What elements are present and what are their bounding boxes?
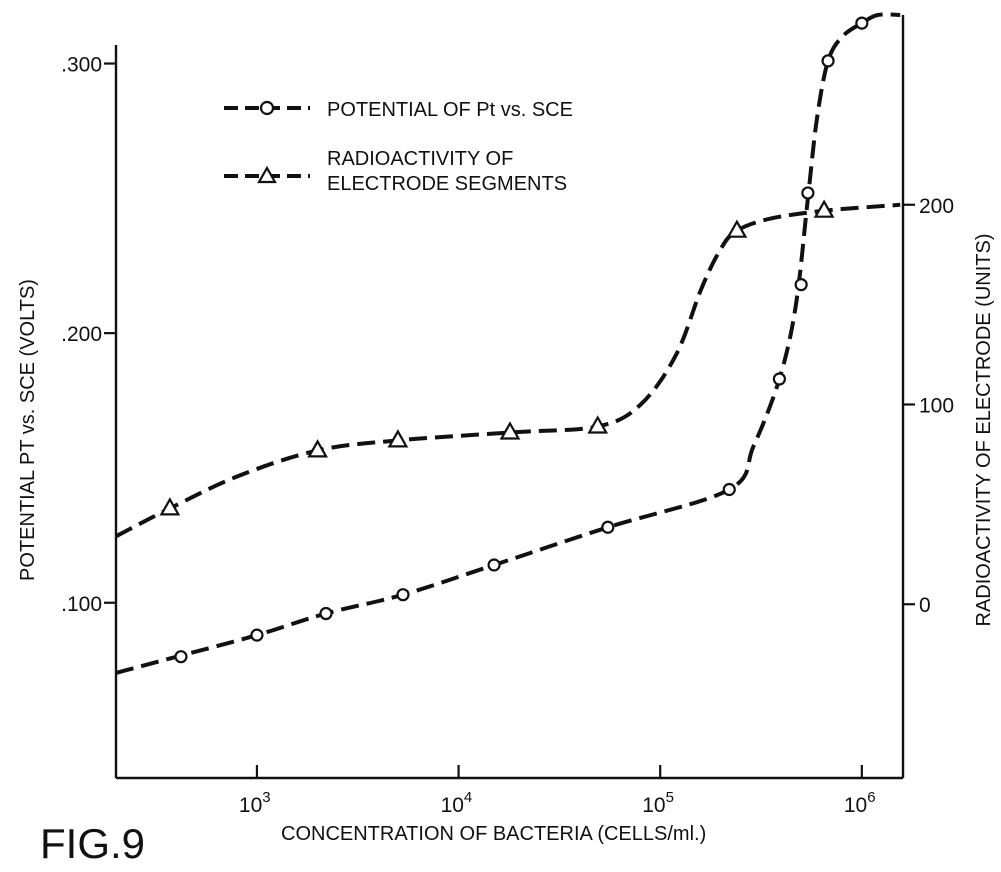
radioactivity-point-1	[307, 439, 328, 458]
radioactivity-point-0	[159, 497, 181, 516]
left-axis-ticks: .100 .200 .300	[61, 54, 116, 616]
legend-item-potential: POTENTIAL OF Pt vs. SCE	[224, 99, 573, 121]
x-tick-label-3: 106	[844, 789, 876, 817]
figure-label: FIG.9	[40, 820, 145, 867]
series-potential	[115, 12, 901, 675]
legend-label-radioactivity: RADIOACTIVITY OF ELECTRODE SEGMENTS	[327, 148, 567, 195]
x-tick-label-0: 103	[239, 789, 271, 817]
x-tick-label-2: 105	[642, 789, 674, 817]
left-tick-label-0: .100	[61, 593, 102, 616]
potential-point-5	[601, 520, 615, 534]
potential-point-8	[794, 278, 808, 292]
potential-point-7	[772, 372, 786, 386]
left-tick-label-2: .300	[61, 54, 102, 77]
legend-item-radioactivity: RADIOACTIVITY OF ELECTRODE SEGMENTS	[224, 148, 567, 195]
series-layer	[115, 12, 901, 675]
right-tick-label-1: 100	[919, 394, 954, 417]
series-radioactivity	[115, 199, 901, 539]
potential-point-3	[396, 588, 410, 602]
x-axis-title: CONCENTRATION OF BACTERIA (CELLS/ml.)	[281, 823, 706, 845]
legend-triangle-marker	[257, 165, 277, 184]
radioactivity-point-3	[499, 421, 521, 440]
left-axis-title: POTENTIAL PT vs. SCE (VOLTS)	[17, 279, 39, 581]
right-axis-ticks: 0 100 200	[903, 195, 954, 617]
legend: POTENTIAL OF Pt vs. SCE RADIOACTIVITY OF…	[224, 99, 573, 195]
potential-point-0	[174, 650, 188, 664]
x-tick-label-1: 104	[441, 789, 473, 817]
potential-point-11	[855, 16, 869, 30]
potential-point-9	[801, 186, 815, 200]
potential-point-4	[487, 558, 501, 572]
legend-label-potential: POTENTIAL OF Pt vs. SCE	[327, 99, 573, 121]
right-tick-label-2: 200	[919, 195, 954, 218]
radioactivity-point-6	[813, 199, 835, 218]
potential-point-2	[319, 606, 333, 621]
radioactivity-point-2	[387, 429, 409, 448]
radioactivity-point-5	[726, 219, 748, 238]
right-axis-title: RADIOACTIVITY OF ELECTRODE (UNITS)	[973, 234, 995, 627]
series-line-radioactivity	[115, 202, 901, 539]
potential-point-6	[722, 482, 736, 497]
potential-point-1	[250, 628, 264, 642]
legend-circle-marker	[259, 100, 275, 116]
radioactivity-point-4	[587, 415, 609, 434]
right-tick-label-0: 0	[919, 594, 931, 617]
potential-point-10	[821, 54, 835, 68]
x-axis-ticks: 103 104 105 106	[239, 765, 876, 817]
left-tick-label-1: .200	[61, 323, 102, 346]
